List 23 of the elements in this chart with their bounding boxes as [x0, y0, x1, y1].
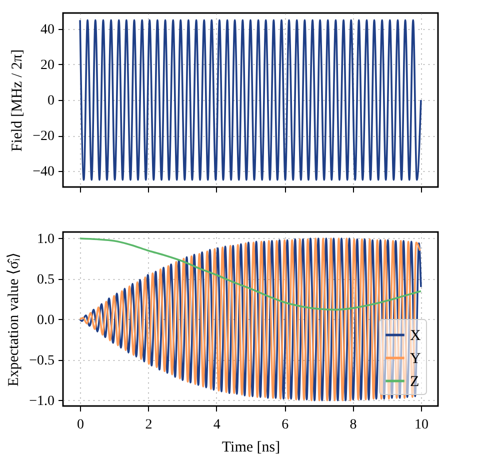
y-tick-label: 40: [40, 22, 54, 38]
y-tick-label: 1.0: [37, 232, 54, 247]
x-tick-label: 8: [350, 418, 357, 432]
y-tick-label: 0.0: [37, 312, 54, 328]
legend-label: Y: [410, 351, 421, 367]
line-series: [79, 238, 422, 311]
y-tick-label: 0: [48, 94, 54, 108]
x-tick-label: 2: [145, 418, 152, 432]
x-tick-label: 10: [414, 418, 428, 432]
legend-label: Z: [410, 374, 420, 390]
x-tick-label: 4: [213, 418, 220, 432]
y-tick-label: −0.5: [29, 353, 54, 368]
x-tick-label: 0: [77, 418, 84, 432]
legend-label: X: [410, 328, 421, 344]
y-axis-title: Expectation value ⟨σ̂ᵢ⟩: [6, 252, 22, 386]
y-tick-label: 0.5: [37, 272, 54, 288]
y-tick-label: 20: [40, 58, 54, 73]
y-tick-label: −1.0: [29, 394, 54, 409]
x-tick-label: 6: [282, 418, 289, 432]
y-tick-label: −40: [32, 164, 54, 180]
y-axis-title: Field [MHz / 2π]: [10, 49, 26, 152]
y-tick-label: −20: [32, 129, 54, 144]
x-axis-title: Time [ns]: [222, 440, 280, 456]
